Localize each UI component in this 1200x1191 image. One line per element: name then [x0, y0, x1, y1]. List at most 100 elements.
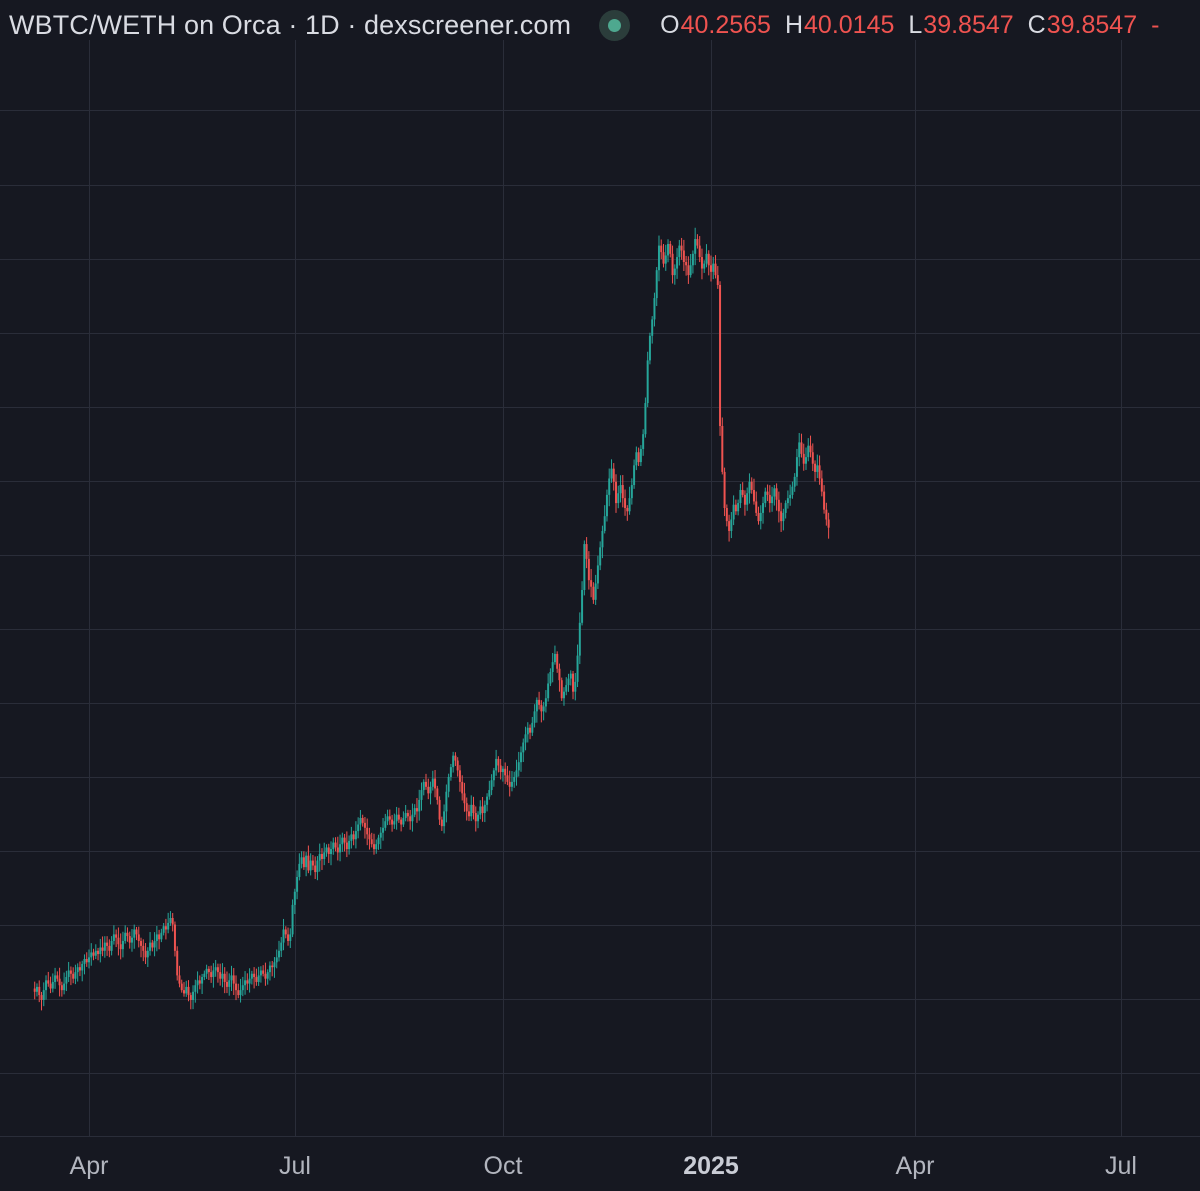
candle-up: [411, 814, 414, 822]
candle-down: [343, 837, 346, 843]
candle-up: [382, 827, 385, 833]
candle-down: [662, 252, 665, 264]
candle-down: [223, 973, 226, 982]
candle-up: [354, 831, 357, 840]
candle-down: [345, 842, 348, 850]
candle-up: [379, 832, 382, 838]
x-tick-label-year: 2025: [683, 1152, 739, 1180]
candle-up: [517, 762, 520, 771]
candle-up: [633, 465, 636, 486]
candle-up: [664, 255, 667, 264]
candle-up: [239, 990, 242, 996]
candle-down: [327, 847, 330, 855]
candle-down: [180, 983, 183, 991]
candle-down: [780, 511, 783, 522]
candle-down: [456, 760, 459, 771]
candle-up: [490, 780, 493, 791]
candle-up: [386, 816, 389, 822]
candle-down: [741, 489, 744, 495]
live-status-indicator[interactable]: [599, 9, 631, 41]
candle-down: [225, 981, 228, 987]
candle-up: [420, 790, 423, 800]
candle-down: [814, 463, 817, 472]
candle-down: [474, 813, 477, 822]
candle-up: [712, 263, 715, 272]
candle-up: [524, 734, 527, 743]
candle-up: [594, 583, 597, 600]
candle-up: [212, 970, 215, 978]
candle-down: [334, 842, 337, 848]
candle-up: [816, 465, 819, 472]
candle-up: [477, 814, 480, 822]
candle-up: [431, 778, 434, 787]
candle-up: [375, 844, 378, 850]
candle-up: [782, 512, 785, 522]
candle-up: [667, 243, 670, 256]
candle-down: [40, 995, 43, 1000]
candle-down: [182, 990, 185, 994]
candle-up: [501, 768, 504, 773]
candle-down: [128, 936, 131, 943]
candle-down: [820, 478, 823, 492]
candle-down: [621, 485, 624, 499]
candle-up: [167, 922, 170, 930]
candle-up: [418, 799, 421, 812]
candle-up: [325, 847, 328, 853]
candle-down: [454, 755, 457, 761]
candle-up: [576, 655, 579, 682]
candle-down: [117, 937, 120, 945]
candle-up: [273, 962, 276, 968]
candle-down: [119, 944, 122, 950]
candle-up: [429, 786, 432, 794]
candle-up: [599, 547, 602, 566]
candle-down: [472, 804, 475, 814]
candle-up: [551, 662, 554, 672]
candle-up: [330, 849, 333, 855]
candle-down: [707, 253, 710, 266]
candle-up: [791, 486, 794, 495]
candle-down: [766, 491, 769, 495]
candle-down: [497, 758, 500, 766]
candle-up: [653, 298, 656, 320]
candle-down: [481, 806, 484, 814]
candle-up: [192, 991, 195, 1000]
candle-down: [137, 934, 140, 941]
candle-down: [558, 668, 561, 681]
candle-down: [800, 442, 803, 454]
candle-down: [361, 817, 364, 823]
candle-up: [244, 980, 247, 986]
candle-up: [402, 817, 405, 825]
candle-up: [103, 942, 106, 951]
chart-title: WBTC/WETH on Orca · 1D · dexscreener.com: [9, 9, 572, 40]
candle-up: [201, 977, 204, 984]
candle-down: [287, 934, 290, 941]
candle-up: [635, 452, 638, 466]
x-tick-label: Jul: [279, 1152, 311, 1180]
candle-up: [323, 852, 326, 859]
candle-down: [529, 727, 532, 733]
candle-down: [388, 816, 391, 820]
candle-down: [587, 558, 590, 581]
candle-down: [827, 519, 830, 528]
candle-up: [542, 706, 545, 712]
candle-down: [415, 808, 418, 812]
candle-up: [479, 806, 482, 815]
candle-up: [377, 837, 380, 845]
candle-down: [207, 968, 210, 973]
candle-up: [404, 813, 407, 818]
candle-down: [723, 471, 726, 508]
ohlc-open: O 40.2565: [660, 10, 771, 39]
candle-down: [698, 245, 701, 258]
candle-up: [703, 263, 706, 269]
candle-down: [721, 426, 724, 472]
candle-up: [94, 950, 97, 956]
candle-up: [99, 947, 102, 955]
candle-up: [694, 239, 697, 254]
candle-down: [97, 950, 100, 955]
candle-up: [316, 860, 319, 873]
candle-up: [268, 965, 271, 973]
candle-up: [562, 691, 565, 699]
candle-up: [65, 977, 68, 984]
